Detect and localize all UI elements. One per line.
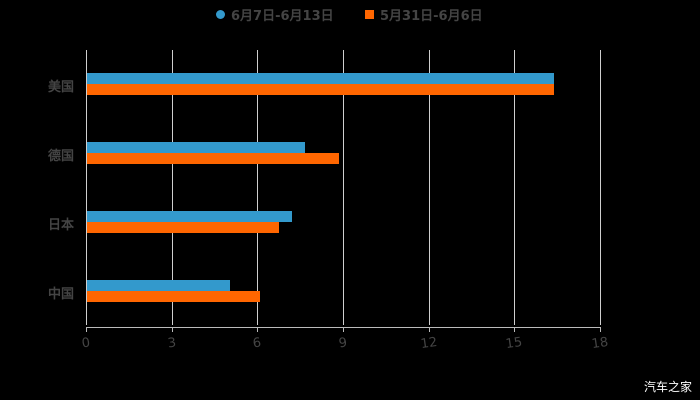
gridline	[257, 50, 258, 325]
x-tick	[429, 327, 430, 332]
x-tick-label: 15	[504, 334, 524, 353]
bar[interactable]	[87, 291, 260, 302]
legend-square-icon	[365, 9, 374, 19]
y-category-label: 德国	[48, 149, 75, 164]
gridline	[429, 50, 430, 325]
legend-item-series-2[interactable]: 5月31日-6月6日	[365, 4, 483, 24]
x-tick	[514, 327, 515, 332]
bar[interactable]	[87, 73, 554, 84]
legend-item-series-1[interactable]: 6月7日-6月13日	[216, 4, 334, 24]
bar[interactable]	[87, 222, 279, 233]
legend-label: 6月7日-6月13日	[231, 8, 334, 24]
x-axis-line	[86, 327, 601, 328]
gridline	[172, 50, 173, 325]
bar[interactable]	[87, 153, 339, 164]
gridline	[600, 50, 601, 325]
x-tick-label: 18	[590, 334, 610, 353]
gridline	[86, 50, 87, 325]
x-tick	[86, 327, 87, 332]
bar[interactable]	[87, 84, 554, 95]
x-tick	[257, 327, 258, 332]
gridline	[514, 50, 515, 325]
legend-circle-icon	[216, 9, 225, 19]
y-category-label: 中国	[48, 287, 75, 302]
x-tick-label: 9	[337, 335, 349, 352]
x-tick	[172, 327, 173, 332]
gridline	[343, 50, 344, 325]
legend-label: 5月31日-6月6日	[380, 8, 483, 24]
x-tick-label: 12	[419, 334, 439, 353]
x-tick	[600, 327, 601, 332]
x-tick-label: 0	[80, 335, 92, 352]
y-category-label: 美国	[48, 80, 75, 95]
x-tick-label: 3	[166, 335, 178, 352]
y-category-label: 日本	[48, 218, 75, 233]
x-tick	[343, 327, 344, 332]
bar[interactable]	[87, 280, 230, 291]
watermark: 汽车之家	[643, 380, 692, 394]
x-tick-label: 6	[251, 335, 263, 352]
legend: 6月7日-6月13日 5月31日-6月6日	[0, 4, 700, 24]
bar[interactable]	[87, 211, 292, 222]
bar[interactable]	[87, 142, 305, 153]
